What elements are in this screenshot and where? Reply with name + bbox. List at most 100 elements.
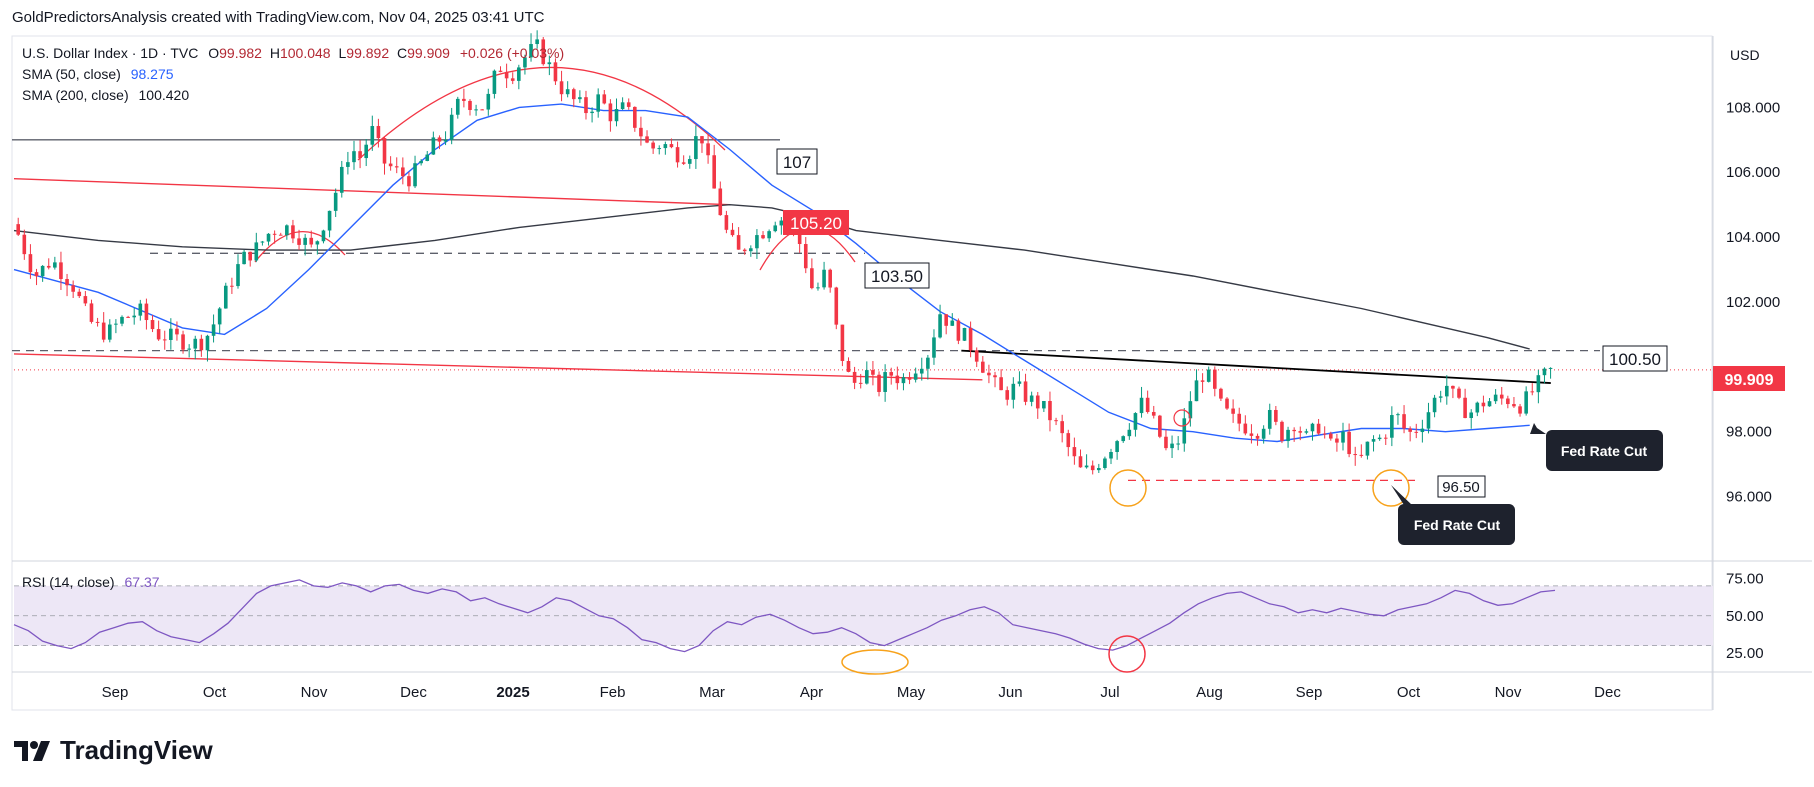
candle-body bbox=[120, 316, 124, 324]
candle-body bbox=[633, 106, 637, 128]
time-tick-12: Sep bbox=[1296, 684, 1323, 701]
legend-change: +0.026 (+0.03%) bbox=[460, 45, 564, 61]
candle-body bbox=[523, 57, 527, 68]
candle-body bbox=[1194, 380, 1199, 402]
tradingview-brand[interactable]: TradingView bbox=[14, 735, 213, 766]
candle-body bbox=[1151, 411, 1156, 416]
candle-body bbox=[1023, 381, 1028, 402]
legend-ohlc-line: U.S. Dollar Index · 1D · TVC O99.982 H10… bbox=[22, 45, 564, 61]
candle-body bbox=[1426, 412, 1431, 429]
last-price-label: 99.909 bbox=[1725, 372, 1774, 389]
candle-body bbox=[981, 361, 985, 373]
candle-body bbox=[1420, 428, 1425, 433]
highlight-circles bbox=[841, 409, 1410, 675]
candle-body bbox=[352, 151, 356, 163]
candle-body bbox=[547, 62, 552, 65]
candle-body bbox=[46, 265, 51, 268]
candle-body bbox=[211, 324, 216, 336]
candle-body bbox=[596, 94, 600, 112]
candle-body bbox=[1225, 398, 1229, 409]
candle-body bbox=[1145, 397, 1150, 412]
sma50-line bbox=[13, 103, 1530, 443]
candle-body bbox=[132, 315, 137, 318]
candle-body bbox=[443, 139, 448, 142]
candle-body bbox=[1035, 395, 1040, 409]
candle-body bbox=[272, 233, 277, 235]
candle-body bbox=[230, 285, 234, 287]
candle-body bbox=[712, 155, 716, 189]
candle-body bbox=[944, 314, 948, 326]
time-tick-3: Dec bbox=[400, 684, 427, 701]
level-text-105: 105.20 bbox=[790, 214, 842, 233]
candle-body bbox=[1383, 437, 1388, 439]
candle-body bbox=[1310, 423, 1315, 432]
time-tick-4: 2025 bbox=[496, 684, 529, 701]
candle-body bbox=[1029, 395, 1034, 402]
candle-body bbox=[504, 71, 509, 79]
candle-body bbox=[749, 248, 753, 252]
candle-body bbox=[89, 303, 94, 322]
candle-body bbox=[1237, 413, 1242, 424]
candle-body bbox=[962, 327, 967, 341]
candle-body bbox=[1530, 391, 1535, 393]
candle-body bbox=[1292, 429, 1296, 432]
candle-body bbox=[1475, 402, 1480, 413]
candle-body bbox=[767, 231, 771, 239]
candle-body bbox=[700, 136, 704, 144]
orange-circle-jul bbox=[1109, 469, 1147, 507]
candle-body bbox=[101, 322, 106, 340]
time-axis[interactable]: Sep Oct Nov Dec 2025 Feb Mar Apr May Jun Jul Aug Sep… bbox=[102, 684, 1622, 701]
candle-body bbox=[333, 192, 338, 211]
time-tick-6: Mar bbox=[699, 684, 725, 701]
small-red-circle bbox=[1173, 409, 1191, 427]
legend-sma200-label: SMA (200, close) bbox=[22, 87, 129, 103]
price-tick-0: 108.000 bbox=[1726, 99, 1780, 116]
candle-body bbox=[1048, 401, 1052, 421]
currency-label[interactable]: USD bbox=[1730, 47, 1760, 63]
candle-body bbox=[169, 328, 173, 340]
candle-body bbox=[828, 269, 832, 288]
candle-body bbox=[309, 237, 314, 245]
candle-body bbox=[1506, 398, 1510, 405]
candle-body bbox=[162, 339, 167, 341]
candle-body bbox=[1139, 397, 1144, 414]
legend-c-label: C bbox=[397, 45, 407, 61]
candle-body bbox=[297, 238, 301, 245]
candle-body bbox=[535, 39, 539, 45]
candle-body bbox=[382, 138, 387, 164]
candle-body bbox=[1353, 454, 1358, 456]
legend-open: 99.982 bbox=[219, 45, 262, 61]
price-axis[interactable]: 108.000 106.000 104.000 102.000 98.000 96.000 bbox=[1726, 99, 1780, 505]
rsi-axis[interactable]: 75.00 50.00 25.00 bbox=[1726, 570, 1764, 662]
rsi-tick-0: 75.00 bbox=[1726, 570, 1764, 587]
candle-body bbox=[517, 67, 521, 81]
candle-body bbox=[40, 265, 45, 277]
candle-body bbox=[639, 127, 643, 137]
pattern-arcs bbox=[254, 66, 856, 271]
candle-body bbox=[871, 370, 875, 375]
candle-body bbox=[584, 97, 588, 114]
level-text-96: 96.50 bbox=[1442, 479, 1480, 496]
rsi-line bbox=[13, 579, 1556, 653]
candle-body bbox=[126, 316, 130, 318]
legend-l-label: L bbox=[338, 45, 346, 61]
candle-body bbox=[773, 225, 778, 232]
chart-header-caption: GoldPredictorsAnalysis created with Trad… bbox=[12, 9, 545, 26]
level-text-100: 100.50 bbox=[1609, 350, 1661, 369]
candle-body bbox=[193, 338, 198, 349]
candle-body bbox=[1524, 391, 1528, 414]
candle-body bbox=[669, 144, 674, 148]
candle-body bbox=[1090, 465, 1095, 471]
candle-body bbox=[346, 162, 350, 167]
candle-body bbox=[1280, 421, 1284, 442]
candle-body bbox=[993, 375, 997, 378]
candle-body bbox=[779, 220, 784, 226]
time-tick-9: Jun bbox=[998, 684, 1022, 701]
horizontal-levels bbox=[12, 139, 1713, 482]
candle-body bbox=[657, 148, 662, 150]
candle-body bbox=[1274, 409, 1278, 422]
candle-body bbox=[303, 237, 307, 245]
chart-legend[interactable]: U.S. Dollar Index · 1D · TVC O99.982 H10… bbox=[22, 45, 564, 590]
candle-body bbox=[1542, 368, 1547, 376]
